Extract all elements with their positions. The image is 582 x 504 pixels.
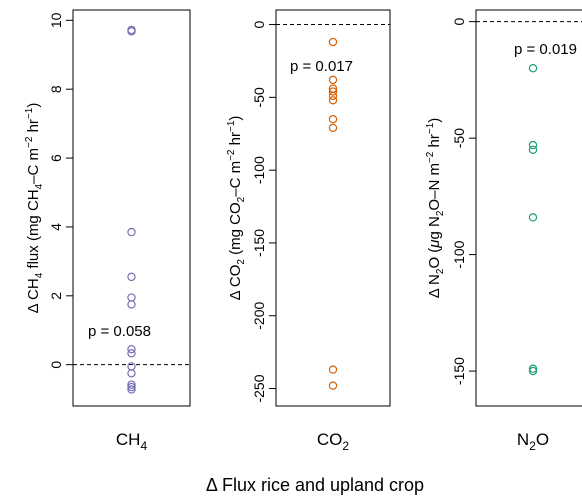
data-point <box>127 300 136 309</box>
data-point <box>127 362 136 371</box>
gas-label-main: CO <box>317 430 343 449</box>
ylabel-part: g N <box>426 216 443 239</box>
data-point <box>328 91 338 101</box>
ylabel-part: Δ CO <box>227 265 244 301</box>
data-point <box>528 366 538 376</box>
ylabel-part: O ( <box>426 248 443 269</box>
ylabel-subscript: 2 <box>236 259 247 265</box>
ylabel-superscript: −2 <box>226 149 237 161</box>
plot-frame <box>475 9 582 407</box>
ylabel-part: Δ CH <box>25 278 42 313</box>
y-tick-label: -200 <box>251 302 267 330</box>
ylabel-superscript: −1 <box>24 107 35 119</box>
y-tick-label: 10 <box>48 12 64 28</box>
data-point <box>127 227 136 237</box>
panel-2: 0 -50 -100 -150 -200 -250 Δ CO2 (mg CO2–C m−2 … <box>226 9 391 453</box>
ylabel-subscript: 4 <box>34 183 45 189</box>
data-point <box>528 140 538 150</box>
data-point <box>127 349 136 358</box>
plot-frame <box>72 9 191 407</box>
ylabel-mu: μ <box>426 239 443 248</box>
y-tick-label: 8 <box>48 85 64 93</box>
y-axis-label: Δ N2O (μg N2O–N m−2 hr−1) <box>425 118 446 299</box>
data-point <box>127 293 136 302</box>
y-tick-label: 6 <box>48 154 64 162</box>
ylabel-part: ) <box>25 103 42 108</box>
gas-label-main: N <box>517 430 529 449</box>
data-point <box>528 64 538 73</box>
ylabel-part: O–N m <box>426 163 443 211</box>
ylabel-part: –C m <box>227 161 244 197</box>
data-point <box>127 369 136 378</box>
data-point <box>328 96 338 105</box>
ylabel-part: hr <box>227 132 244 150</box>
data-point <box>127 382 136 392</box>
ylabel-superscript: −1 <box>425 122 436 134</box>
y-axis-label: Δ CO2 (mg CO2–C m−2 hr−1) <box>226 116 247 301</box>
ylabel-subscript: 2 <box>435 268 446 274</box>
data-point <box>328 75 338 85</box>
data-point <box>127 27 136 36</box>
y-tick-label: 0 <box>451 18 467 26</box>
gas-label-subscript: 4 <box>140 439 147 453</box>
gas-label: CO2 <box>317 430 350 453</box>
ylabel-subscript: 4 <box>34 272 45 278</box>
data-point <box>127 380 136 389</box>
y-tick-label: -50 <box>251 87 267 107</box>
p-value-label: p = 0.058 <box>88 323 151 340</box>
data-point <box>528 213 538 222</box>
y-tick-label: 0 <box>48 361 64 369</box>
y-tick-label: 0 <box>251 20 267 28</box>
gas-label-tail: O <box>536 430 549 449</box>
ylabel-part: ) <box>227 116 244 121</box>
y-tick-label: -50 <box>451 128 467 148</box>
y-tick-label: -100 <box>251 156 267 184</box>
y-tick-label: -250 <box>251 374 267 402</box>
ylabel-subscript: 2 <box>236 196 247 202</box>
ylabel-superscript: −2 <box>425 151 436 163</box>
data-point <box>528 364 538 373</box>
ylabel-subscript: 2 <box>435 210 446 216</box>
y-tick-label: -150 <box>251 229 267 257</box>
data-point <box>528 145 538 154</box>
gas-label-subscript: 2 <box>529 439 536 453</box>
ylabel-part: hr <box>426 134 443 152</box>
ylabel-part: (mg CO <box>227 202 244 259</box>
data-point <box>328 381 338 390</box>
p-value-label: p = 0.017 <box>290 58 353 75</box>
ylabel-part: Δ N <box>426 274 443 298</box>
data-point <box>328 365 338 374</box>
y-tick-label: -100 <box>451 240 467 268</box>
y-tick-label: 2 <box>48 292 64 300</box>
ylabel-part: hr <box>25 119 42 137</box>
ylabel-part: ) <box>426 118 443 123</box>
data-point <box>328 114 338 124</box>
data-point <box>328 123 338 133</box>
gas-label: N2O <box>517 430 549 453</box>
x-axis-title: Δ Flux rice and upland crop <box>206 475 424 495</box>
data-point <box>127 344 136 354</box>
data-point <box>127 385 136 394</box>
plot-frame <box>275 9 391 407</box>
p-value-label: p = 0.019 <box>514 41 577 58</box>
ylabel-part: –C m <box>25 148 42 184</box>
data-point <box>328 37 338 47</box>
gas-label-main: CH <box>116 430 141 449</box>
gas-label: CH4 <box>116 430 148 453</box>
gas-label-subscript: 2 <box>342 439 349 453</box>
y-tick-label: 4 <box>48 223 64 231</box>
data-point <box>328 87 338 96</box>
data-point <box>127 272 136 282</box>
ylabel-part: flux (mg CH <box>25 189 42 272</box>
ylabel-superscript: −2 <box>24 136 35 148</box>
y-tick-label: -150 <box>451 357 467 385</box>
ylabel-superscript: −1 <box>226 120 237 132</box>
y-axis-label: Δ CH4 flux (mg CH4–C m−2 hr−1) <box>24 103 45 314</box>
